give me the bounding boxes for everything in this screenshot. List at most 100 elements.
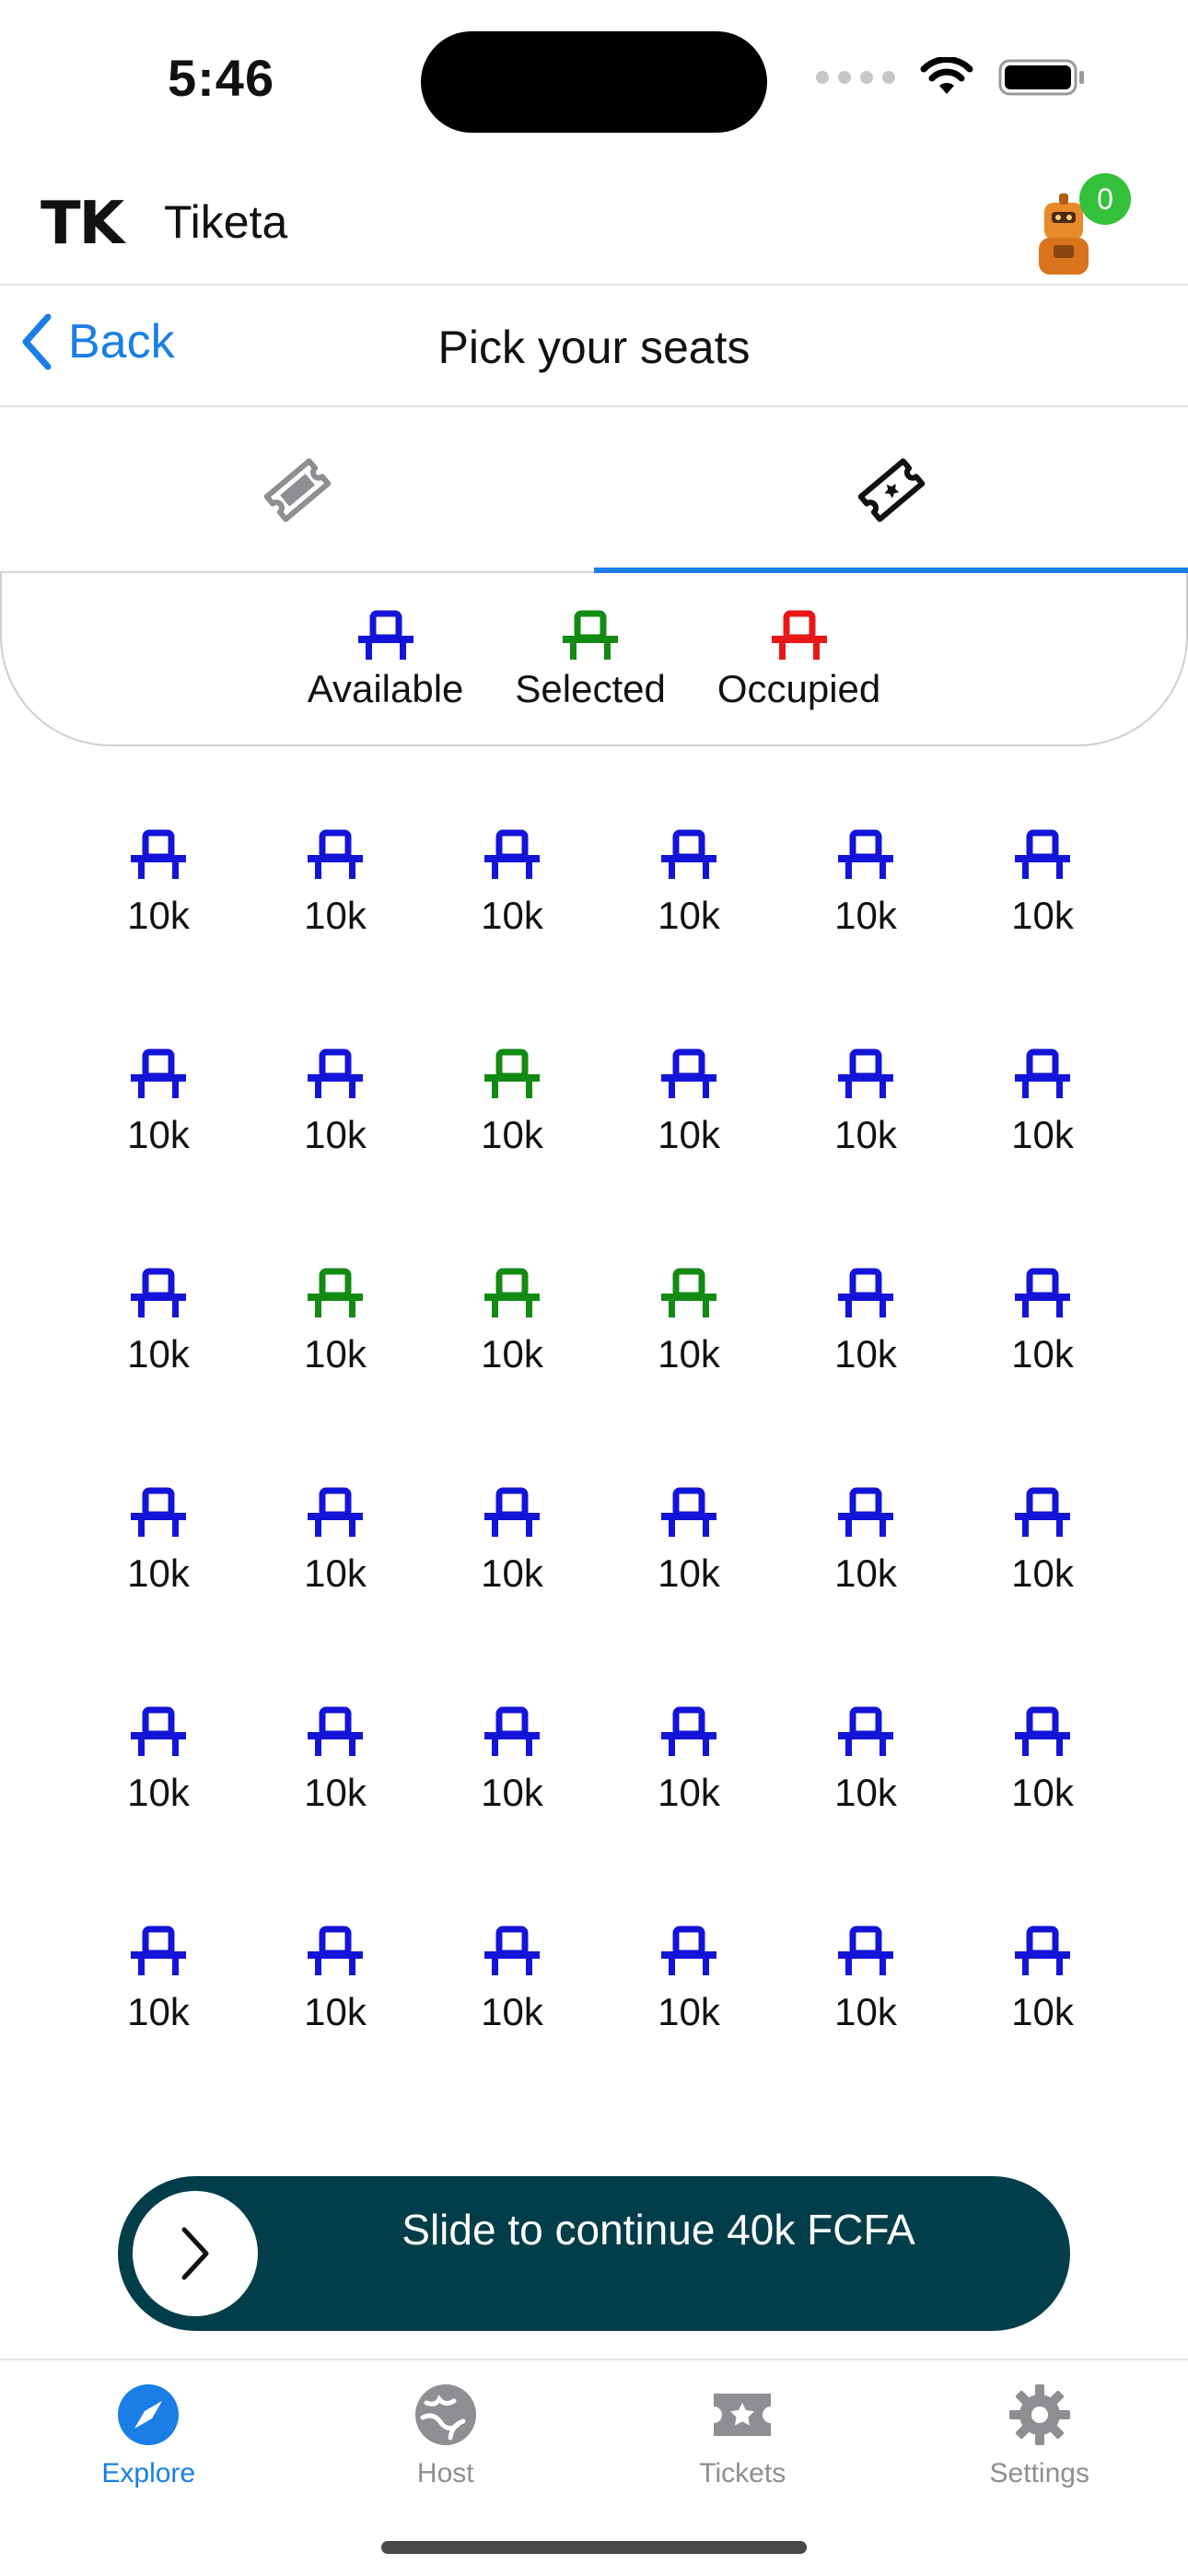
tab-explore[interactable]: Explore (0, 2360, 297, 2576)
seat-available[interactable]: 10k (799, 829, 932, 938)
seat-available[interactable]: 10k (269, 1487, 402, 1596)
status-icons (816, 57, 1087, 98)
seat-available[interactable]: 10k (446, 1926, 578, 2034)
seat-available[interactable]: 10k (623, 1706, 755, 1815)
seat-price: 10k (304, 1113, 367, 1156)
seat-available-icon (836, 1048, 895, 1109)
seat-available[interactable]: 10k (799, 1926, 932, 2034)
seat-available[interactable]: 10k (623, 1926, 755, 2034)
seat-available[interactable]: 10k (92, 1048, 225, 1157)
slide-knob[interactable] (133, 2191, 258, 2316)
page-title: Pick your seats (437, 322, 751, 373)
tab-tickets[interactable]: Tickets (594, 2360, 891, 2576)
seat-selected[interactable]: 10k (446, 1268, 578, 1376)
seat-selected-icon (659, 1268, 718, 1329)
seat-available[interactable]: 10k (92, 829, 225, 938)
seat-available[interactable]: 10k (92, 1268, 225, 1376)
seat-available[interactable]: 10k (976, 1487, 1109, 1596)
seat-available[interactable]: 10k (799, 1487, 932, 1596)
seat-available[interactable]: 10k (623, 829, 755, 938)
seat-available[interactable]: 10k (976, 1706, 1109, 1815)
seat-available-icon (306, 829, 365, 890)
seat-price: 10k (304, 894, 367, 937)
back-button[interactable]: Back (20, 313, 175, 370)
seat-available[interactable]: 10k (799, 1268, 932, 1376)
seat-available[interactable]: 10k (269, 1926, 402, 2034)
seat-available-icon (483, 829, 542, 890)
seat-available[interactable]: 10k (799, 1048, 932, 1157)
seat-available[interactable]: 10k (446, 1706, 578, 1815)
chevron-left-icon (22, 313, 52, 370)
dynamic-island (421, 31, 767, 133)
seat-available-icon (483, 1926, 542, 1986)
chevron-right-icon (181, 2227, 209, 2280)
compass-icon (118, 2384, 180, 2445)
seat-available-icon (659, 1048, 718, 1109)
legend-selected: Selected (515, 610, 666, 744)
slide-to-continue[interactable]: Slide to continue 40k FCFA (118, 2176, 1070, 2331)
seat-price: 10k (481, 1990, 543, 2033)
seat-price: 10k (127, 1113, 190, 1156)
seat-price: 10k (834, 1332, 897, 1376)
seat-available-icon (1013, 1926, 1072, 1986)
seat-available-icon (306, 1487, 365, 1548)
seat-available-icon (306, 1706, 365, 1767)
seat-available[interactable]: 10k (92, 1706, 225, 1815)
seat-available[interactable]: 10k (976, 1268, 1109, 1376)
seat-price: 10k (1011, 1990, 1074, 2033)
seat-price: 10k (834, 1771, 897, 1814)
seat-available-icon (1013, 1268, 1072, 1329)
seat-price: 10k (304, 1771, 367, 1814)
seat-available-icon (306, 1926, 365, 1986)
seat-price: 10k (834, 894, 897, 937)
seat-available-icon (1013, 1487, 1072, 1548)
seat-available[interactable]: 10k (269, 1706, 402, 1815)
seat-available[interactable]: 10k (623, 1487, 755, 1596)
seat-selected-icon (563, 610, 619, 660)
seat-available[interactable]: 10k (92, 1487, 225, 1596)
seat-price: 10k (834, 1113, 897, 1156)
seat-price: 10k (658, 1990, 720, 2033)
seat-available[interactable]: 10k (92, 1926, 225, 2034)
tab-settings[interactable]: Settings (891, 2360, 1188, 2576)
cellular-signal-icon (816, 71, 895, 84)
seat-available[interactable]: 10k (269, 829, 402, 938)
seat-selected[interactable]: 10k (623, 1268, 755, 1376)
seat-available-icon (659, 1706, 718, 1767)
legend-occupied: Occupied (717, 610, 880, 744)
bottom-tab-bar: Explore Host Tickets Settings (0, 2359, 1188, 2576)
seat-price: 10k (1011, 1332, 1074, 1376)
tab-ticket-standard[interactable] (0, 407, 594, 573)
seat-available-icon (129, 1706, 188, 1767)
seat-available[interactable]: 10k (976, 1048, 1109, 1157)
seat-price: 10k (658, 1551, 720, 1595)
seat-available-icon (836, 1926, 895, 1986)
seat-available[interactable]: 10k (799, 1706, 932, 1815)
seat-available-icon (1013, 829, 1072, 890)
tab-ticket-seats[interactable] (594, 407, 1188, 573)
seat-available-icon (1013, 1048, 1072, 1109)
seat-selected[interactable]: 10k (446, 1048, 578, 1157)
seat-available[interactable]: 10k (446, 829, 578, 938)
seat-price: 10k (481, 1332, 543, 1376)
back-label: Back (68, 315, 175, 369)
seat-available[interactable]: 10k (269, 1048, 402, 1157)
seat-available[interactable]: 10k (976, 829, 1109, 938)
seat-available[interactable]: 10k (623, 1048, 755, 1157)
seat-available-icon (306, 1048, 365, 1109)
gear-icon (1008, 2384, 1070, 2445)
seat-price: 10k (658, 1113, 720, 1156)
battery-icon (998, 59, 1084, 96)
seat-available-icon (129, 1926, 188, 1986)
seat-available[interactable]: 10k (976, 1926, 1109, 2034)
wifi-icon (920, 57, 973, 94)
tab-host[interactable]: Host (297, 2360, 595, 2576)
seat-selected[interactable]: 10k (269, 1268, 402, 1376)
cart-button[interactable]: 0 (1013, 173, 1131, 280)
home-indicator (381, 2541, 807, 2554)
seat-selected-icon (483, 1048, 542, 1109)
seat-available[interactable]: 10k (446, 1487, 578, 1596)
seat-occupied-icon (771, 610, 827, 660)
seat-price: 10k (481, 1113, 543, 1156)
robot-avatar-icon (1039, 193, 1089, 275)
